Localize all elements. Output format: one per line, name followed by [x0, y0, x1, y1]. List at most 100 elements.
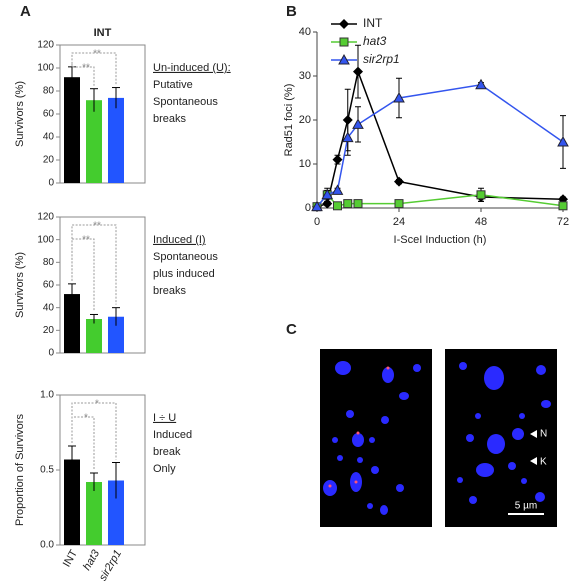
- error-cap: [478, 187, 484, 202]
- x-tick-label: 48: [475, 216, 487, 228]
- chart-title: INT: [94, 27, 112, 39]
- y-tick-label: 20: [43, 325, 55, 336]
- y-tick-label: 80: [43, 86, 55, 97]
- y-tick-label: 0: [48, 348, 54, 359]
- note: breaks: [153, 113, 187, 125]
- error-cap: [324, 187, 331, 202]
- panel-label: B: [286, 3, 297, 20]
- significance-bracket: [71, 416, 95, 470]
- y-axis-label: Survivors (%): [14, 252, 26, 318]
- note: Spontaneous: [153, 96, 218, 108]
- bar: [108, 97, 124, 183]
- note: Induced: [153, 429, 192, 441]
- x-tick-label: sir2rp1: [97, 548, 124, 582]
- marker: [331, 184, 344, 195]
- y-axis-label: Proportion of Survivors: [14, 414, 26, 526]
- y-tick-label: 60: [43, 280, 55, 291]
- error-cap: [396, 77, 402, 119]
- note: Un-induced (U):: [153, 62, 231, 74]
- significance-label: **: [82, 63, 90, 74]
- note: I ÷ U: [153, 412, 176, 424]
- marker: [558, 201, 568, 211]
- marker: [339, 19, 349, 29]
- legend-label: INT: [363, 16, 383, 30]
- x-tick-label: INT: [61, 548, 80, 570]
- series-line: [316, 84, 564, 208]
- bar: [64, 77, 80, 183]
- error-cap: [355, 44, 361, 99]
- y-tick-label: 0: [48, 178, 54, 189]
- x-axis-label: I-SceI Induction (h): [394, 234, 487, 246]
- x-tick-label: 0: [314, 216, 320, 228]
- marker: [394, 199, 404, 209]
- bar: [108, 480, 124, 545]
- marker: [476, 190, 486, 200]
- scale-bar-label: 5 µm: [515, 501, 537, 512]
- significance-label: *: [95, 399, 99, 410]
- bar: [108, 316, 124, 353]
- bar: [86, 319, 102, 353]
- y-tick-label: 30: [299, 70, 311, 82]
- y-tick-label: 20: [43, 155, 55, 166]
- marker: [353, 199, 363, 209]
- y-tick-label: 1.0: [40, 390, 54, 401]
- bar: [64, 459, 80, 545]
- marker: [332, 154, 343, 165]
- bar: [86, 100, 102, 183]
- legend-label: sir2rp1: [363, 52, 400, 66]
- bar: [86, 482, 102, 545]
- panel-label: C: [286, 321, 297, 338]
- y-tick-label: 100: [37, 63, 54, 74]
- x-tick-label: 24: [393, 216, 405, 228]
- y-tick-label: 20: [299, 114, 311, 126]
- marker: [352, 118, 364, 129]
- significance-bracket: [71, 402, 117, 460]
- marker: [394, 176, 404, 187]
- note: breaks: [153, 285, 187, 297]
- y-tick-label: 100: [37, 234, 54, 245]
- marker: [353, 66, 363, 77]
- y-tick-label: 10: [299, 158, 311, 170]
- note: break: [153, 446, 181, 458]
- error-cap: [355, 106, 361, 143]
- significance-label: **: [82, 235, 90, 246]
- note: Induced (I): [153, 234, 206, 246]
- y-axis-label: Survivors (%): [14, 81, 26, 147]
- marker: [311, 200, 323, 212]
- significance-bracket: [71, 52, 117, 85]
- significance-label: *: [84, 413, 88, 424]
- y-tick-label: 60: [43, 109, 55, 120]
- y-tick-label: 120: [37, 40, 54, 51]
- x-tick-label: hat3: [81, 547, 103, 572]
- axes: [316, 32, 563, 209]
- note: Spontaneous: [153, 251, 218, 263]
- note: Only: [153, 463, 176, 475]
- kinetoplast-label: K: [540, 457, 547, 468]
- y-tick-label: 40: [299, 26, 311, 38]
- marker: [321, 188, 334, 200]
- marker: [393, 91, 405, 103]
- micrograph: N K 5 µm: [320, 349, 557, 527]
- marker: [341, 131, 354, 143]
- y-tick-label: 40: [43, 302, 55, 313]
- y-axis-label: Rad51 foci (%): [283, 84, 295, 157]
- marker: [338, 53, 350, 65]
- significance-label: **: [93, 221, 101, 232]
- significance-label: **: [93, 49, 101, 60]
- y-tick-label: 0.0: [40, 540, 54, 551]
- significance-bracket: [71, 63, 95, 86]
- significance-bracket: [71, 238, 95, 312]
- legend-label: hat3: [363, 34, 387, 48]
- x-tick-label: 72: [557, 216, 569, 228]
- y-tick-label: 0.5: [40, 465, 54, 476]
- marker: [475, 78, 487, 90]
- note: plus induced: [153, 268, 215, 280]
- y-tick-label: 120: [37, 212, 54, 223]
- note: Putative: [153, 79, 193, 91]
- marker: [557, 135, 569, 147]
- nucleus-label: N: [540, 429, 547, 440]
- marker: [339, 37, 349, 47]
- error-cap: [560, 115, 566, 169]
- y-tick-label: 0: [305, 202, 311, 214]
